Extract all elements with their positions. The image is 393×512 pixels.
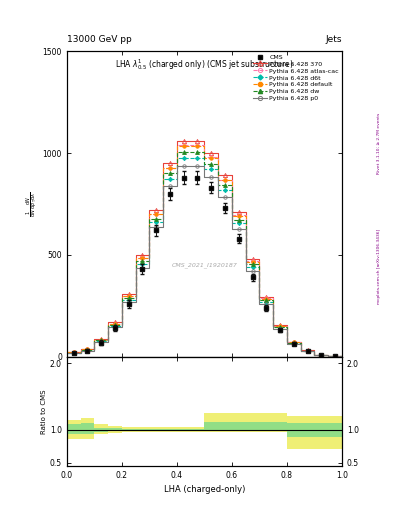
Text: LHA $\lambda^{1}_{0.5}$ (charged only) (CMS jet substructure): LHA $\lambda^{1}_{0.5}$ (charged only) (… [115, 57, 294, 72]
Y-axis label: Ratio to CMS: Ratio to CMS [41, 389, 47, 434]
Text: Rivet 3.1.10; ≥ 2.7M events: Rivet 3.1.10; ≥ 2.7M events [377, 113, 381, 174]
Text: mcplots.cern.ch [arXiv:1306.3436]: mcplots.cern.ch [arXiv:1306.3436] [377, 229, 381, 304]
Legend: CMS, Pythia 6.428 370, Pythia 6.428 atlas-cac, Pythia 6.428 d6t, Pythia 6.428 de: CMS, Pythia 6.428 370, Pythia 6.428 atla… [252, 53, 340, 102]
Y-axis label: $\frac{1}{\mathrm{d}N}\,\frac{\mathrm{d}N}{\mathrm{d}p_\mathrm{T}\mathrm{d}\lamb: $\frac{1}{\mathrm{d}N}\,\frac{\mathrm{d}… [24, 191, 40, 217]
Text: CMS_2021_I1920187: CMS_2021_I1920187 [171, 262, 237, 268]
X-axis label: LHA (charged-only): LHA (charged-only) [163, 485, 245, 495]
Text: Jets: Jets [325, 34, 342, 44]
Text: 13000 GeV pp: 13000 GeV pp [67, 34, 132, 44]
